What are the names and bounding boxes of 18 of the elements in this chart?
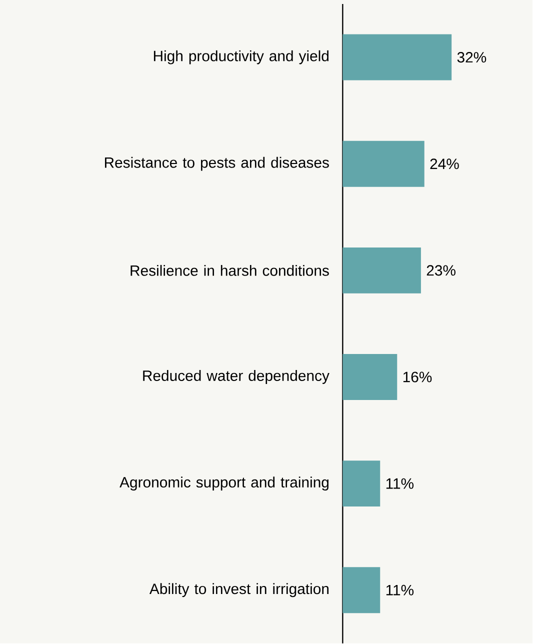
bar <box>342 140 425 187</box>
y-tick-label: Agronomic support and training <box>120 476 329 491</box>
bar <box>342 567 380 614</box>
y-tick-label: Resistance to pests and diseases <box>105 156 330 171</box>
data-label: 24% <box>430 158 460 170</box>
bar <box>342 354 398 400</box>
y-tick-label: High productivity and yield <box>154 50 329 64</box>
y-tick-label: Reduced water dependency <box>143 370 330 384</box>
bar <box>342 460 380 507</box>
bar <box>342 34 452 80</box>
bar <box>342 247 422 294</box>
y-tick-label: Resilience in harsh conditions <box>130 264 330 276</box>
data-label: 23% <box>427 265 456 276</box>
data-label: 11% <box>386 478 414 489</box>
data-label: 11% <box>386 584 414 596</box>
y-tick-label: Ability to invest in irrigation <box>150 583 329 598</box>
data-label: 32% <box>458 52 486 63</box>
data-label: 16% <box>404 372 432 382</box>
